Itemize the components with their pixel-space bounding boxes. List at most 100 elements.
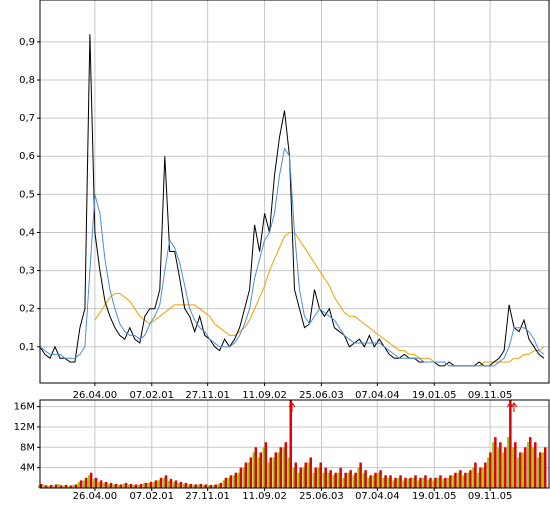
y-tick-label: 12M: [14, 422, 35, 433]
volume-bar: [202, 484, 206, 488]
y-tick-label: 0,5: [19, 189, 35, 200]
volume-bar: [282, 447, 286, 488]
volume-bar: [364, 470, 367, 488]
plot-border: [39, 399, 550, 489]
volume-bar: [194, 484, 198, 488]
volume-bar: [244, 462, 248, 488]
volume-bar: [442, 478, 445, 488]
volume-bar: [229, 475, 233, 488]
volume-bar: [179, 481, 183, 488]
volume-bar: [284, 442, 288, 488]
volume-bar: [369, 475, 372, 488]
volume-bar: [59, 485, 63, 488]
y-tick-label: 0,4: [19, 227, 35, 238]
volume-bar: [232, 475, 236, 488]
volume-bar: [319, 462, 322, 488]
volume-bar: [412, 477, 415, 488]
volume-bar: [394, 477, 397, 488]
volume-bar: [457, 472, 460, 488]
y-tick-label: 0,1: [19, 342, 35, 353]
y-tick-label: 0,2: [19, 304, 35, 315]
volume-bar: [359, 462, 362, 488]
volume-bar: [402, 480, 405, 488]
x-tick-label: 09.11.05: [468, 491, 513, 502]
volume-bar: [459, 470, 462, 488]
volume-bar: [379, 470, 382, 488]
volume-bar: [329, 470, 332, 488]
volume-bar: [257, 457, 261, 488]
volume-bar: [299, 467, 302, 488]
volume-bar: [69, 485, 73, 488]
volume-bar: [439, 475, 442, 488]
volume-bar: [352, 475, 355, 488]
volume-bar: [74, 484, 78, 488]
volume-bar: [512, 447, 515, 488]
volume-bar: [124, 482, 128, 488]
volume-bar: [54, 484, 58, 488]
volume-bar: [267, 462, 271, 488]
plot-border: [39, 0, 550, 384]
volume-bar: [507, 437, 510, 488]
volume-bar: [252, 452, 256, 488]
volume-bar: [249, 457, 253, 488]
volume-bar: [544, 447, 547, 488]
volume-bar: [384, 475, 387, 488]
volume-bar: [297, 472, 300, 488]
volume-bar: [539, 452, 542, 488]
volume-bar: [342, 477, 345, 488]
volume-bar: [174, 480, 178, 488]
volume-bar: [484, 462, 487, 488]
volume-bar: [122, 483, 126, 488]
volume-bar: [377, 472, 380, 488]
volume-bar: [374, 472, 377, 488]
volume-bar: [449, 475, 452, 488]
y-tick-label: 0,7: [19, 113, 35, 124]
volume-bar: [522, 452, 525, 488]
volume-bar: [287, 457, 291, 488]
volume-bar: [429, 477, 432, 488]
volume-bar: [219, 482, 223, 488]
price-plot-frame: [39, 0, 550, 384]
volume-bar: [167, 480, 171, 488]
volume-bar: [419, 477, 422, 488]
volume-bar: [307, 462, 310, 488]
volume-bar: [134, 484, 138, 488]
volume-bar: [47, 485, 51, 488]
volume-bar: [189, 483, 193, 488]
volume-bar: [337, 472, 340, 488]
volume-bar: [94, 477, 98, 488]
y-tick-label: 0,3: [19, 266, 35, 277]
volume-bar: [157, 480, 161, 488]
volume-bar: [89, 472, 93, 488]
x-tick-label: 27.11.01: [185, 390, 230, 401]
volume-bar: [184, 482, 188, 488]
volume-bar: [279, 447, 283, 488]
volume-bar: [534, 442, 537, 488]
volume-bar: [99, 480, 103, 488]
volume-bar: [409, 477, 412, 488]
x-tick-label: 07.02.01: [130, 390, 175, 401]
x-tick-label: 27.11.01: [185, 491, 230, 502]
volume-bar: [417, 480, 420, 488]
x-tick-label: 19.01.05: [412, 491, 457, 502]
volume-bar: [52, 485, 56, 488]
volume-bar: [349, 470, 352, 488]
volume-bar: [469, 470, 472, 488]
volume-bar: [149, 481, 153, 488]
y-tick-label: 4M: [20, 463, 35, 474]
volume-bar: [347, 472, 350, 488]
volume-bar: [259, 452, 263, 488]
volume-bar: [144, 482, 148, 488]
x-tick-label: 19.01.05: [412, 390, 457, 401]
volume-bar: [274, 452, 278, 488]
x-tick-label: 07.04.04: [355, 390, 400, 401]
y-tick-label: 0,6: [19, 151, 35, 162]
volume-bar: [277, 452, 281, 488]
volume-bar: [62, 485, 66, 488]
volume-bar: [254, 447, 258, 488]
volume-bar: [444, 477, 447, 488]
volume-bar: [117, 484, 121, 488]
volume-bar: [77, 481, 81, 488]
volume-bar: [542, 452, 545, 488]
volume-bar: [462, 475, 465, 488]
